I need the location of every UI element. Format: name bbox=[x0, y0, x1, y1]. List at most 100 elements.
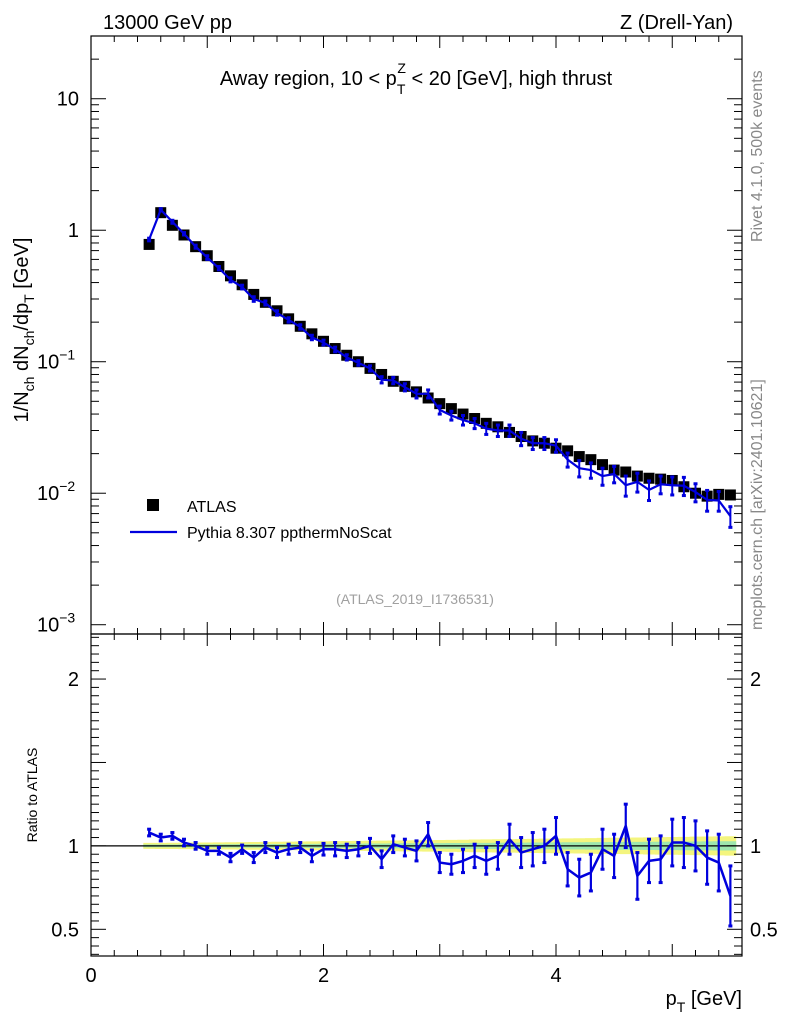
pythia-error-cap bbox=[600, 483, 605, 487]
ratio-error-cap bbox=[263, 851, 268, 855]
pythia-error-cap bbox=[263, 299, 268, 303]
ratio-error-cap bbox=[728, 924, 733, 928]
main-y-tick-label: 10−2 bbox=[37, 478, 75, 505]
pythia-error-cap bbox=[449, 418, 454, 422]
main-frame bbox=[90, 35, 743, 635]
legend-label-atlas: ATLAS bbox=[187, 499, 237, 516]
ratio-error-cap bbox=[681, 866, 686, 870]
ratio-error-cap bbox=[647, 881, 651, 885]
ratio-error-cap bbox=[286, 842, 291, 846]
pythia-error-cap bbox=[391, 382, 396, 386]
pythia-error-cap bbox=[368, 369, 372, 373]
pythia-error-cap bbox=[251, 299, 256, 303]
pythia-error-cap bbox=[484, 421, 489, 425]
ratio-error-cap bbox=[461, 871, 465, 875]
atlas-data-point bbox=[376, 368, 388, 380]
ratio-error-cap bbox=[507, 852, 512, 856]
ratio-error-cap bbox=[182, 844, 186, 848]
pythia-error-cap bbox=[600, 466, 605, 470]
ratio-error-cap bbox=[182, 837, 186, 841]
pythia-error-cap bbox=[193, 246, 198, 250]
ratio-error-cap bbox=[298, 841, 303, 845]
pythia-error-cap bbox=[554, 438, 558, 442]
ratio-error-cap bbox=[356, 854, 361, 858]
ratio-error-cap bbox=[623, 846, 628, 850]
main-title: Away region, 10 < pTZ < 20 [GeV], high t… bbox=[220, 60, 613, 97]
pythia-error-cap bbox=[519, 430, 524, 434]
ratio-error-cap bbox=[507, 822, 512, 826]
pythia-error-cap bbox=[216, 268, 221, 272]
pythia-error-cap bbox=[414, 388, 419, 392]
pythia-error-cap bbox=[321, 343, 326, 347]
ratio-error-cap bbox=[205, 846, 210, 850]
ratio-y-tick-label-right: 0.5 bbox=[750, 919, 778, 941]
pythia-error-cap bbox=[658, 492, 663, 496]
pythia-error-cap bbox=[426, 396, 431, 400]
ratio-error-cap bbox=[484, 872, 489, 876]
ratio-error-cap bbox=[681, 816, 686, 820]
ratio-error-cap bbox=[461, 847, 465, 851]
pythia-error-cap bbox=[275, 309, 279, 313]
pythia-error-cap bbox=[286, 316, 291, 320]
pythia-error-cap bbox=[391, 375, 396, 379]
pythia-error-cap bbox=[728, 525, 733, 529]
pythia-error-cap bbox=[577, 459, 582, 463]
ratio-error-cap bbox=[344, 842, 349, 846]
pythia-error-cap bbox=[728, 505, 733, 509]
ratio-error-cap bbox=[495, 841, 500, 845]
atlas-data-point bbox=[562, 445, 574, 457]
pythia-error-cap bbox=[647, 499, 651, 503]
atlas-data-point bbox=[573, 451, 585, 463]
ratio-error-cap bbox=[379, 866, 384, 870]
ratio-error-cap bbox=[286, 852, 291, 856]
ratio-error-cap bbox=[542, 827, 547, 831]
legend-label-pythia: Pythia 8.307 ppthermNoScat bbox=[187, 525, 392, 542]
ratio-error-cap bbox=[600, 827, 605, 831]
pythia-error-cap bbox=[658, 474, 663, 478]
pythia-error-cap bbox=[507, 435, 512, 439]
ratio-error-cap bbox=[449, 872, 454, 876]
pythia-error-cap bbox=[449, 409, 454, 413]
ratio-error-cap bbox=[414, 839, 419, 843]
ratio-error-cap bbox=[228, 860, 233, 864]
pythia-error-cap bbox=[577, 475, 582, 479]
ratio-error-cap bbox=[193, 847, 198, 851]
ratio-error-cap bbox=[484, 846, 489, 850]
pythia-error-cap bbox=[565, 451, 570, 455]
ratio-error-cap bbox=[309, 848, 314, 852]
pythia-error-cap bbox=[461, 423, 465, 427]
ratio-error-cap bbox=[240, 843, 245, 847]
ratio-y-tick-label-right: 2 bbox=[750, 669, 761, 691]
main-y-tick-label: 10−1 bbox=[37, 347, 75, 374]
pythia-error-cap bbox=[681, 494, 686, 498]
ratio-error-cap bbox=[588, 889, 593, 893]
pythia-error-cap bbox=[635, 471, 640, 475]
header-right: Z (Drell-Yan) bbox=[620, 12, 733, 34]
ratio-error-cap bbox=[554, 852, 558, 856]
header-left: 13000 GeV pp bbox=[103, 12, 232, 34]
ratio-error-cap bbox=[623, 802, 628, 806]
atlas-data-point bbox=[225, 270, 236, 282]
pythia-error-cap bbox=[356, 359, 361, 363]
mcplots-label: mcplots.cern.ch [arXiv:2401.10621] bbox=[749, 379, 766, 630]
ratio-error-cap bbox=[228, 851, 233, 855]
pythia-error-cap bbox=[379, 375, 384, 379]
pythia-error-cap bbox=[321, 338, 326, 342]
rivet-version-label: Rivet 4.1.0, 500k events bbox=[749, 70, 766, 242]
ratio-error-cap bbox=[716, 889, 721, 893]
ratio-error-cap bbox=[600, 867, 605, 871]
ratio-error-cap bbox=[170, 837, 175, 841]
pythia-error-cap bbox=[414, 396, 419, 400]
ratio-error-cap bbox=[275, 846, 279, 850]
ratio-error-cap bbox=[449, 852, 454, 856]
ratio-error-cap bbox=[716, 832, 721, 836]
ratio-error-cap bbox=[437, 851, 442, 855]
pythia-error-cap bbox=[309, 333, 314, 337]
pythia-error-cap bbox=[635, 490, 640, 494]
ratio-y-axis-label: Ratio to ATLAS bbox=[24, 748, 40, 843]
pythia-error-cap bbox=[356, 363, 361, 367]
pythia-error-cap bbox=[612, 464, 617, 468]
pythia-error-cap bbox=[309, 338, 314, 342]
ratio-error-cap bbox=[216, 846, 221, 850]
ratio-error-cap bbox=[530, 864, 535, 868]
